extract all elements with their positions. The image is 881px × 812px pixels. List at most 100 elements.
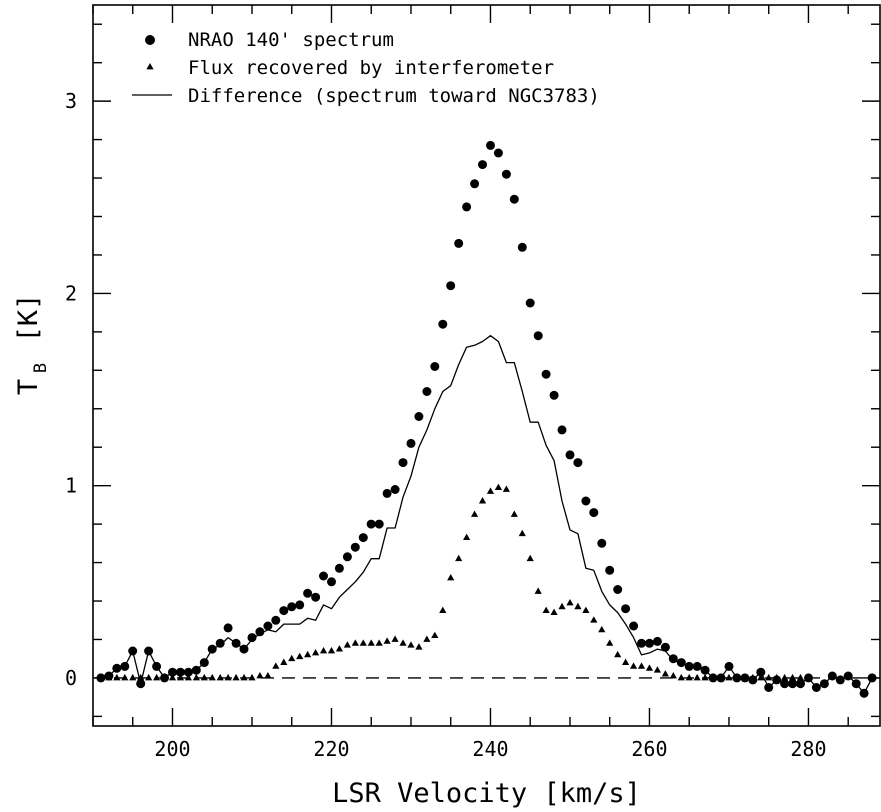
interferometer-data-point xyxy=(272,662,279,668)
nrao-data-point xyxy=(248,633,257,642)
nrao-data-point xyxy=(216,639,225,648)
interferometer-data-point xyxy=(479,497,486,503)
interferometer-data-point xyxy=(312,649,319,655)
nrao-data-point xyxy=(836,675,845,684)
nrao-data-point xyxy=(208,645,217,654)
nrao-data-point xyxy=(224,623,233,632)
nrao-data-point xyxy=(279,606,288,615)
nrao-data-point xyxy=(446,281,455,290)
interferometer-data-point xyxy=(248,674,255,680)
interferometer-data-point xyxy=(232,674,239,680)
interferometer-data-point xyxy=(264,672,271,678)
interferometer-data-point xyxy=(566,599,573,605)
tick-labels: 200 220 240 260 280 0 1 2 3 xyxy=(65,89,827,761)
x-tick-label: 220 xyxy=(313,737,349,761)
interferometer-data-point xyxy=(376,639,383,645)
interferometer-data-point xyxy=(423,635,430,641)
interferometer-data-point xyxy=(527,555,534,561)
interferometer-data-point xyxy=(201,674,208,680)
nrao-data-point xyxy=(112,664,121,673)
nrao-data-point xyxy=(454,239,463,248)
y-tick-label: 2 xyxy=(65,281,77,305)
interferometer-data-point xyxy=(622,659,629,665)
interferometer-data-point xyxy=(487,487,494,493)
interferometer-data-point xyxy=(574,603,581,609)
nrao-data-point xyxy=(637,639,646,648)
nrao-data-point xyxy=(788,679,797,688)
interferometer-series xyxy=(97,484,812,681)
interferometer-data-point xyxy=(590,616,597,622)
nrao-data-point xyxy=(192,666,201,675)
interferometer-data-point xyxy=(344,641,351,647)
nrao-data-point xyxy=(868,673,877,682)
legend: NRAO 140' spectrum Flux recovered by int… xyxy=(132,29,600,107)
interferometer-data-point xyxy=(789,674,796,680)
nrao-data-point xyxy=(414,412,423,421)
nrao-spectrum-series xyxy=(96,141,876,698)
interferometer-data-point xyxy=(121,674,128,680)
nrao-data-point xyxy=(407,439,416,448)
nrao-data-point xyxy=(589,508,598,517)
nrao-data-point xyxy=(200,658,209,667)
nrao-data-point xyxy=(693,662,702,671)
legend-label-nrao: NRAO 140' spectrum xyxy=(188,29,394,51)
nrao-data-point xyxy=(399,458,408,467)
nrao-data-point xyxy=(128,647,137,656)
interferometer-data-point xyxy=(256,672,263,678)
nrao-data-point xyxy=(478,160,487,169)
nrao-data-point xyxy=(677,658,686,667)
nrao-data-point xyxy=(812,683,821,692)
interferometer-data-point xyxy=(471,511,478,517)
interferometer-data-point xyxy=(129,674,136,680)
nrao-data-point xyxy=(605,566,614,575)
nrao-data-point xyxy=(462,202,471,211)
interferometer-data-point xyxy=(495,484,502,490)
nrao-data-point xyxy=(510,195,519,204)
nrao-data-point xyxy=(470,179,479,188)
nrao-data-point xyxy=(685,662,694,671)
nrao-data-point xyxy=(327,577,336,586)
nrao-data-point xyxy=(613,585,622,594)
interferometer-data-point xyxy=(153,674,160,680)
interferometer-data-point xyxy=(280,659,287,665)
interferometer-data-point xyxy=(503,486,510,492)
interferometer-data-point xyxy=(543,607,550,613)
nrao-data-point xyxy=(558,425,567,434)
interferometer-data-point xyxy=(399,639,406,645)
nrao-data-point xyxy=(136,679,145,688)
nrao-data-point xyxy=(828,672,837,681)
interferometer-data-point xyxy=(384,637,391,643)
nrao-data-point xyxy=(550,391,559,400)
interferometer-data-point xyxy=(304,651,311,657)
nrao-data-point xyxy=(311,593,320,602)
interferometer-data-point xyxy=(431,632,438,638)
nrao-data-point xyxy=(518,243,527,252)
legend-marker-circle xyxy=(145,35,155,45)
nrao-data-point xyxy=(573,458,582,467)
y-axis-label-subscript: B xyxy=(31,363,51,373)
difference-series xyxy=(101,336,872,694)
nrao-data-point xyxy=(764,683,773,692)
interferometer-data-point xyxy=(368,639,375,645)
interferometer-data-point xyxy=(463,534,470,540)
nrao-data-point xyxy=(144,647,153,656)
interferometer-data-point xyxy=(765,674,772,680)
difference-line xyxy=(101,336,872,694)
interferometer-data-point xyxy=(439,607,446,613)
nrao-data-point xyxy=(367,520,376,529)
interferometer-data-point xyxy=(654,666,661,672)
interferometer-data-point xyxy=(702,674,709,680)
y-tick-label: 1 xyxy=(65,474,77,498)
nrao-data-point xyxy=(621,604,630,613)
nrao-data-point xyxy=(120,662,129,671)
interferometer-data-point xyxy=(678,674,685,680)
nrao-data-point xyxy=(725,662,734,671)
nrao-data-point xyxy=(240,645,249,654)
interferometer-data-point xyxy=(630,662,637,668)
x-tick-label: 240 xyxy=(472,737,508,761)
legend-label-difference: Difference (spectrum toward NGC3783) xyxy=(188,85,600,107)
legend-marker-triangle xyxy=(146,63,153,69)
nrao-data-point xyxy=(796,679,805,688)
interferometer-data-point xyxy=(336,645,343,651)
